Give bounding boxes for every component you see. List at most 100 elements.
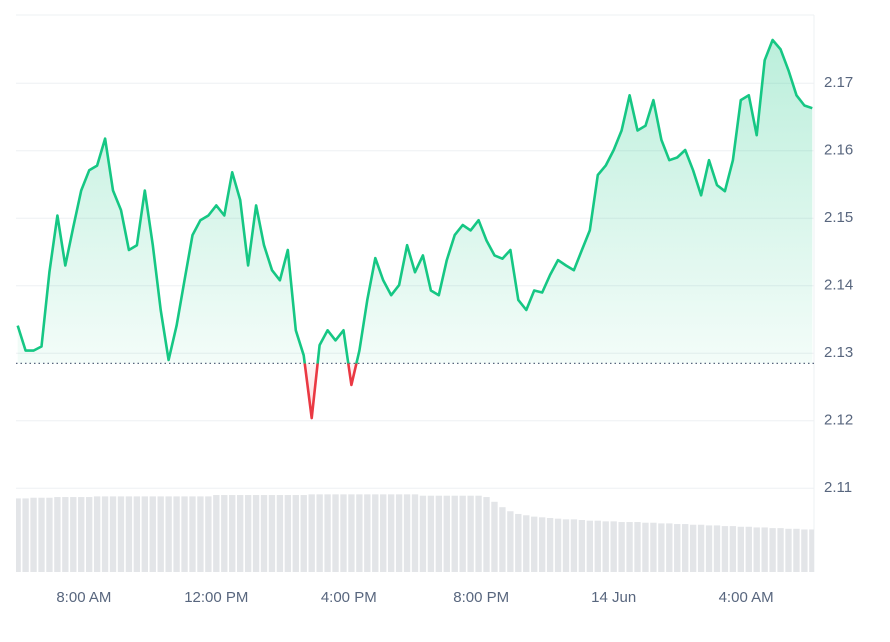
volume-bar xyxy=(674,524,681,572)
volume-bar xyxy=(538,517,546,572)
x-tick-label: 12:00 PM xyxy=(184,589,248,606)
volume-bar xyxy=(650,522,657,572)
volume-bar xyxy=(85,497,93,572)
volume-bar xyxy=(642,522,649,572)
volume-bar xyxy=(658,523,665,572)
x-tick-label: 8:00 AM xyxy=(56,589,111,606)
y-tick-label: 2.14 xyxy=(824,277,853,294)
volume-bar xyxy=(356,494,363,572)
volume-bar xyxy=(205,496,212,572)
volume-bar xyxy=(395,494,403,572)
volume-bar xyxy=(594,520,601,572)
volume-bar xyxy=(467,495,474,572)
volume-bar xyxy=(491,501,498,572)
volume-bar xyxy=(22,498,29,572)
volume-bar xyxy=(332,494,339,572)
volume-bar xyxy=(308,494,315,572)
y-tick-label: 2.17 xyxy=(824,74,853,91)
volume-bar xyxy=(149,496,156,572)
volume-bar xyxy=(737,526,745,572)
volume-bar xyxy=(364,494,371,572)
volume-bar xyxy=(125,496,133,572)
volume-bar xyxy=(141,496,148,572)
volume-bar xyxy=(682,524,689,572)
volume-bar xyxy=(260,495,268,572)
volume-bar xyxy=(46,497,53,572)
volume-bar xyxy=(578,520,586,572)
volume-bar xyxy=(372,494,379,572)
volume-bar xyxy=(531,516,538,572)
volume-bar xyxy=(157,496,164,572)
area-fill xyxy=(17,40,813,419)
y-tick-label: 2.11 xyxy=(824,479,852,496)
volume-bar xyxy=(284,495,292,572)
volume-bar xyxy=(62,497,69,572)
volume-bar xyxy=(713,525,721,572)
x-tick-label: 14 Jun xyxy=(591,589,636,606)
volume-bar xyxy=(443,495,450,572)
volume-bar xyxy=(634,522,641,572)
volume-bar xyxy=(499,507,506,572)
volume-bar xyxy=(705,525,713,572)
volume-bar xyxy=(451,495,458,572)
volume-bar xyxy=(244,495,252,572)
volume-bar xyxy=(38,497,45,572)
volume-bar xyxy=(340,494,347,572)
y-tick-label: 2.16 xyxy=(824,142,853,159)
volume-bar xyxy=(101,496,109,572)
volume-bar xyxy=(801,529,808,572)
volume-bar xyxy=(252,495,260,572)
volume-bar xyxy=(30,497,37,572)
volume-bar xyxy=(54,497,61,572)
volume-bar xyxy=(459,495,466,572)
volume-bar xyxy=(133,496,141,572)
x-tick-label: 4:00 PM xyxy=(321,589,377,606)
volume-bar xyxy=(475,495,482,572)
volume-bar xyxy=(16,498,21,572)
volume-bar xyxy=(793,528,800,572)
volume-bar xyxy=(387,494,395,572)
volume-bar xyxy=(570,519,578,572)
volume-bar xyxy=(666,523,673,572)
volume-bar xyxy=(213,495,220,572)
volume-bar xyxy=(117,496,125,572)
volume-bar xyxy=(380,494,387,572)
volume-bar xyxy=(236,495,244,572)
volume-bar xyxy=(403,494,411,572)
volume-bar xyxy=(181,496,188,572)
volume-bar xyxy=(435,495,443,572)
price-line xyxy=(16,38,813,420)
volume-bar xyxy=(316,494,323,572)
volume-bar xyxy=(602,521,609,572)
volume-bar xyxy=(546,517,554,572)
volume-bar xyxy=(324,494,331,572)
volume-bar xyxy=(276,495,284,572)
volume-bar xyxy=(586,520,594,572)
volume-bar xyxy=(809,529,814,572)
volume-bar xyxy=(197,496,204,572)
y-tick-label: 2.13 xyxy=(824,344,853,361)
volume-bar xyxy=(221,495,228,572)
volume-bar xyxy=(785,528,792,572)
volume-bar xyxy=(483,497,490,572)
volume-bar xyxy=(523,515,530,572)
volume-bar xyxy=(109,496,117,572)
volume-bar xyxy=(729,526,737,572)
volume-bar xyxy=(777,528,784,572)
volume-bar xyxy=(292,495,299,572)
volume-bar xyxy=(618,522,625,572)
y-tick-label: 2.12 xyxy=(824,412,853,429)
volume-bar xyxy=(610,521,617,572)
volume-bar xyxy=(70,497,77,572)
volume-bar xyxy=(411,494,419,572)
volume-bar xyxy=(348,494,355,572)
volume-bar xyxy=(300,495,307,572)
volume-bar xyxy=(268,495,276,572)
volume-bar xyxy=(78,497,85,572)
volume-bar xyxy=(427,495,435,572)
x-tick-label: 4:00 AM xyxy=(719,589,774,606)
volume-bar xyxy=(626,522,633,572)
volume-bar xyxy=(721,526,729,572)
